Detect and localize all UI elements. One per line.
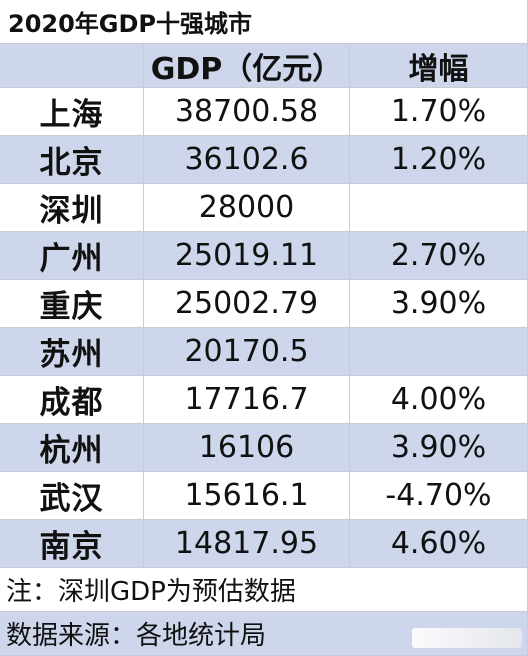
row-5-city: 重庆 bbox=[0, 280, 144, 328]
header-gdp: GDP（亿元） bbox=[144, 44, 350, 88]
table-title: 2020年GDP十强城市 bbox=[0, 0, 350, 44]
row-9-gdp: 15616.1 bbox=[144, 472, 350, 520]
note-estimate: 注：深圳GDP为预估数据 bbox=[0, 568, 528, 612]
row-6-gdp: 20170.5 bbox=[144, 328, 350, 376]
row-10-city: 南京 bbox=[0, 520, 144, 568]
row-2-city: 北京 bbox=[0, 136, 144, 184]
row-4-gdp: 25019.11 bbox=[144, 232, 350, 280]
row-2-growth: 1.20% bbox=[350, 136, 528, 184]
row-4-city: 广州 bbox=[0, 232, 144, 280]
header-city bbox=[0, 44, 144, 88]
row-5-gdp: 25002.79 bbox=[144, 280, 350, 328]
row-7-growth: 4.00% bbox=[350, 376, 528, 424]
row-1-growth: 1.70% bbox=[350, 88, 528, 136]
row-1-city: 上海 bbox=[0, 88, 144, 136]
row-6-city: 苏州 bbox=[0, 328, 144, 376]
watermark-mark bbox=[412, 628, 522, 648]
row-9-city: 武汉 bbox=[0, 472, 144, 520]
row-8-gdp: 16106 bbox=[144, 424, 350, 472]
row-3-growth bbox=[350, 184, 528, 232]
row-10-gdp: 14817.95 bbox=[144, 520, 350, 568]
row-4-growth: 2.70% bbox=[350, 232, 528, 280]
row-9-growth: -4.70% bbox=[350, 472, 528, 520]
row-10-growth: 4.60% bbox=[350, 520, 528, 568]
title-empty-cell bbox=[350, 0, 528, 44]
row-5-growth: 3.90% bbox=[350, 280, 528, 328]
row-3-city: 深圳 bbox=[0, 184, 144, 232]
row-8-city: 杭州 bbox=[0, 424, 144, 472]
header-growth: 增幅 bbox=[350, 44, 528, 88]
row-7-gdp: 17716.7 bbox=[144, 376, 350, 424]
row-3-gdp: 28000 bbox=[144, 184, 350, 232]
row-6-growth bbox=[350, 328, 528, 376]
row-8-growth: 3.90% bbox=[350, 424, 528, 472]
row-1-gdp: 38700.58 bbox=[144, 88, 350, 136]
row-2-gdp: 36102.6 bbox=[144, 136, 350, 184]
row-7-city: 成都 bbox=[0, 376, 144, 424]
